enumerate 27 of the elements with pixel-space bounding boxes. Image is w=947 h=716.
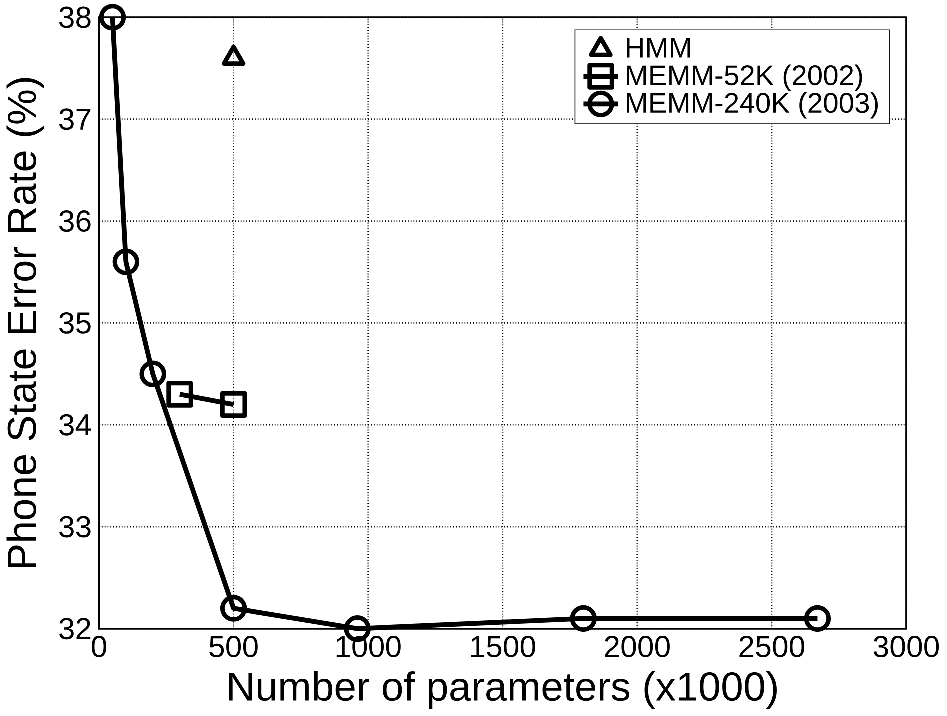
point (804, 605, 832, 632)
y-axis-title: Phone State Error Rate (%) (6, 78, 44, 568)
y-tick-label: 34 (59, 414, 92, 436)
x-axis-title: Number of parameters (x1000) (230, 671, 777, 710)
point (140, 360, 166, 388)
x-tick-label: 2500 (740, 636, 805, 658)
y-tick-label: 37 (59, 108, 91, 130)
x-tick-label: 500 (210, 636, 258, 658)
legend-label: MEMM-52K (2002) (627, 64, 862, 92)
point (570, 605, 597, 632)
x-tick-label: 0 (92, 636, 107, 658)
legend-label: MEMM-240K (2003) (627, 92, 878, 119)
y-tick-label: 35 (59, 312, 91, 334)
y-tick-label: 32 (59, 618, 91, 640)
x-tick-label: 1500 (471, 636, 536, 658)
point (99, 4, 126, 31)
x-tick-label: 2000 (605, 636, 670, 658)
legend-label: HMM (627, 38, 690, 58)
point (112, 248, 140, 276)
point (220, 391, 248, 418)
x-tick-label: 1000 (336, 636, 401, 658)
y-tick-label: 33 (59, 516, 91, 538)
y-tick-label: 38 (59, 6, 91, 28)
y-tick-label: 36 (59, 210, 91, 232)
x-tick-label: 3000 (874, 636, 940, 658)
point (166, 381, 194, 408)
point (220, 595, 248, 622)
